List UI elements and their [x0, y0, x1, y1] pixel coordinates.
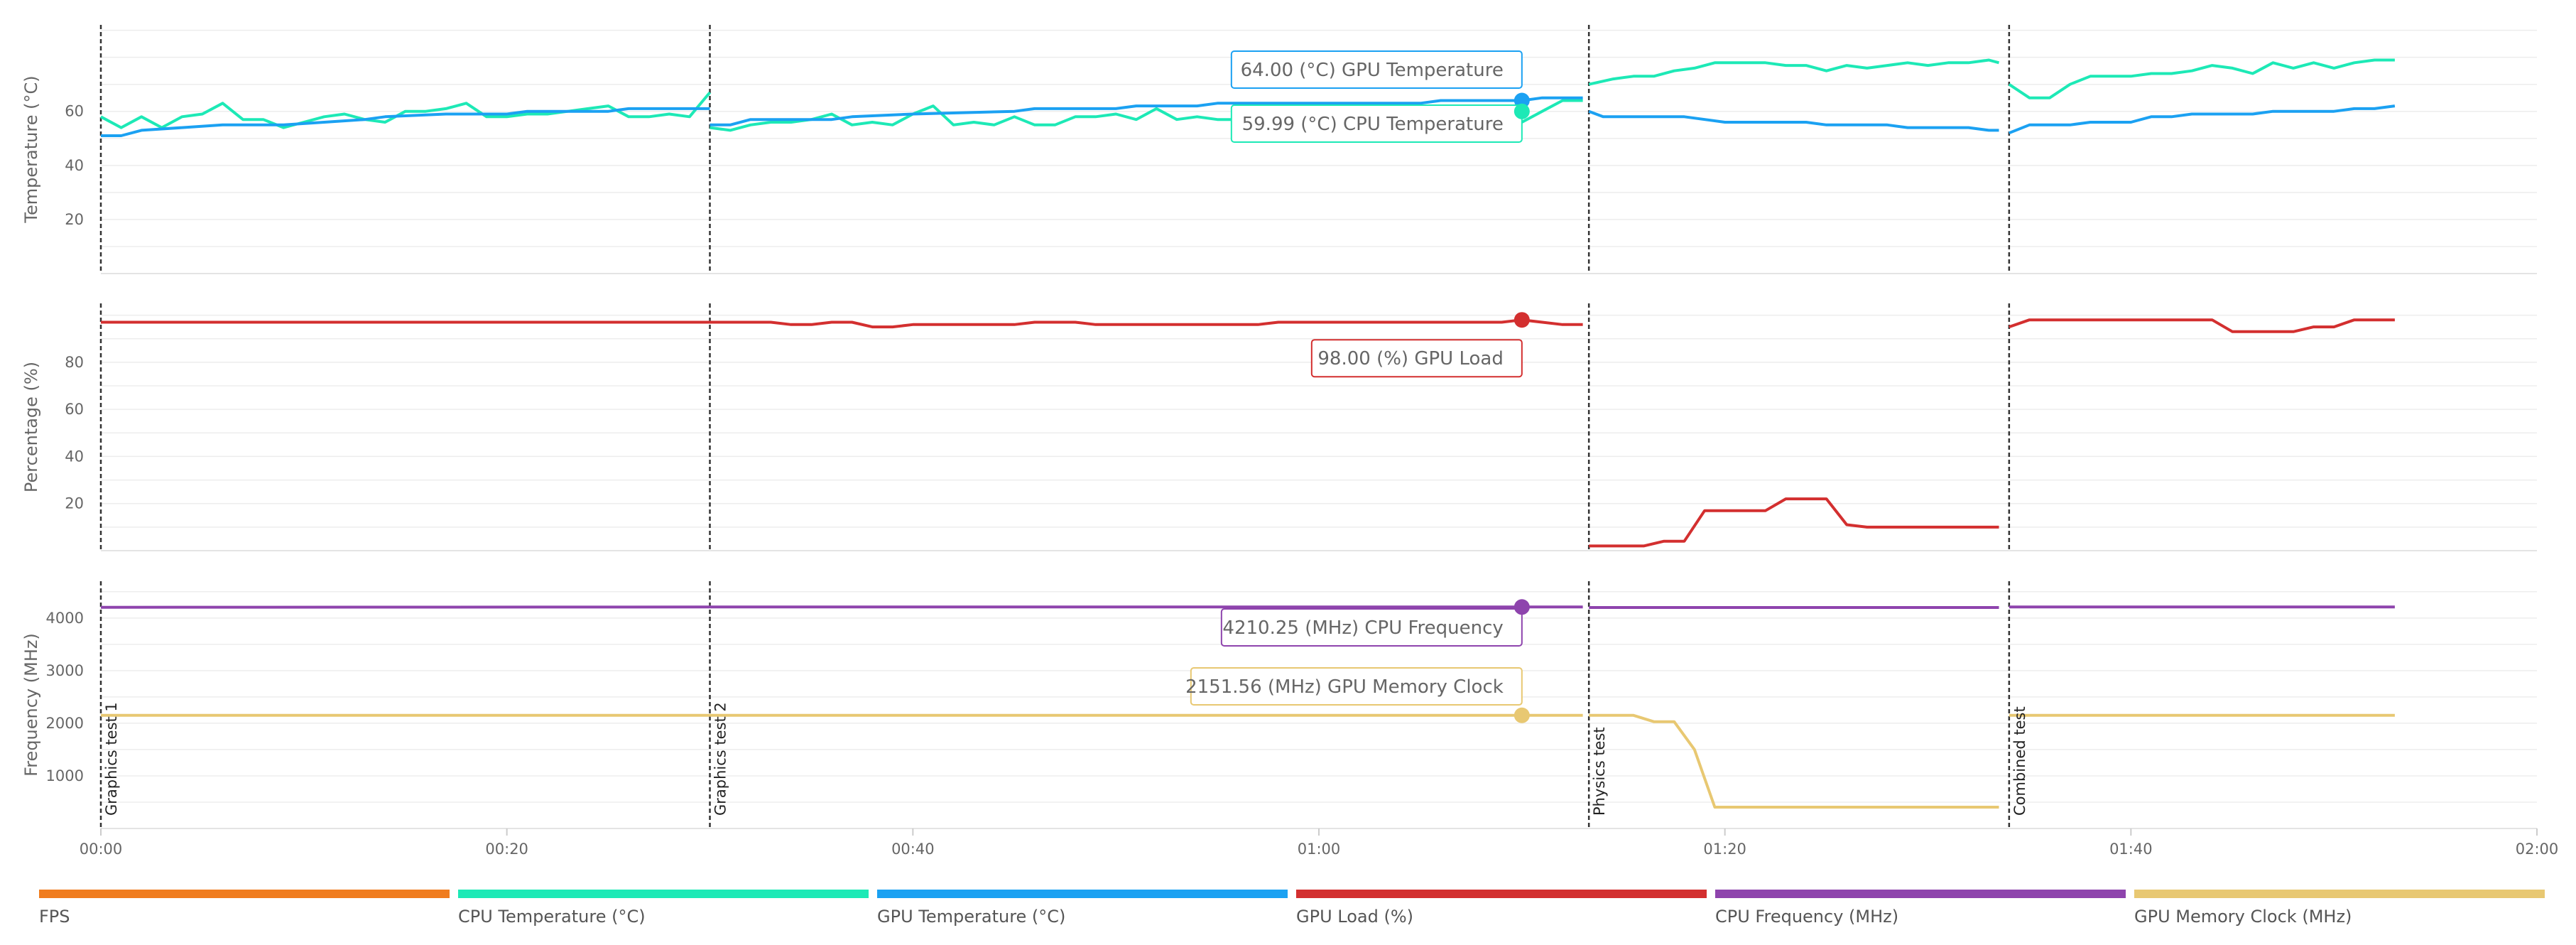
legend-item[interactable]: GPU Temperature (°C)	[877, 890, 1288, 932]
x-axis: 00:00 00:20 00:40 01:00 01:20 01:40 02:00	[80, 828, 2559, 858]
tooltip-marker	[1513, 312, 1530, 328]
legend-label: GPU Memory Clock (MHz)	[2134, 907, 2352, 927]
x-tick-label: 00:40	[891, 841, 935, 858]
segment-label: Graphics test 2	[712, 702, 729, 816]
y-tick-label: 4000	[46, 610, 84, 627]
legend-swatch	[39, 890, 450, 898]
x-tick-label: 00:20	[485, 841, 528, 858]
tooltip: 64.00 (°C) GPU Temperature	[1230, 50, 1530, 109]
legend-swatch	[458, 890, 869, 898]
x-tick-label: 01:00	[1298, 841, 1341, 858]
legend-item[interactable]: FPS	[39, 890, 450, 932]
series-line	[2009, 104, 2396, 135]
legend-label: FPS	[39, 907, 70, 927]
legend-swatch	[877, 890, 1288, 898]
tooltip-marker	[1513, 103, 1530, 119]
legend-item[interactable]: GPU Memory Clock (MHz)	[2134, 890, 2545, 932]
legend-label: CPU Temperature (°C)	[458, 907, 646, 927]
tooltip-label: 4210.25 (MHz) CPU Frequency	[1222, 617, 1503, 639]
x-tick-label: 01:20	[1703, 841, 1746, 858]
x-tick-label: 01:40	[2109, 841, 2153, 858]
tooltip-label: 98.00 (%) GPU Load	[1317, 348, 1503, 369]
tooltip-box	[1310, 339, 1523, 378]
y-tick-label: 1000	[46, 767, 84, 784]
legend: FPS CPU Temperature (°C) GPU Temperature (…	[39, 890, 2553, 932]
tooltip-box	[1190, 667, 1523, 706]
y-tick-label: 2000	[46, 715, 84, 732]
series-line	[2009, 318, 2395, 333]
segment-label: Graphics test 1	[103, 702, 120, 816]
y-tick-label: 60	[65, 401, 84, 418]
series-line	[101, 107, 710, 137]
series-line	[2008, 58, 2395, 99]
legend-label: CPU Frequency (MHz)	[1715, 907, 1899, 927]
tooltip: 59.99 (°C) CPU Temperature	[1230, 103, 1530, 143]
panel-frequency: 1000 2000 3000 4000 Frequency (MHz) 4210.25 (…	[21, 581, 2537, 829]
legend-swatch	[1715, 890, 2126, 898]
tooltip: 2151.56 (MHz) GPU Memory Clock	[1185, 667, 1530, 723]
y-tick-label: 40	[65, 448, 84, 465]
tooltip-label: 2151.56 (MHz) GPU Memory Clock	[1185, 676, 1504, 698]
y-tick-label: 80	[65, 354, 84, 371]
tooltip-label: 64.00 (°C) GPU Temperature	[1241, 60, 1504, 81]
tooltip-label: 59.99 (°C) CPU Temperature	[1242, 114, 1504, 135]
legend-label: GPU Load (%)	[1296, 907, 1413, 927]
segment-label: Physics test	[1591, 727, 1608, 816]
legend-item[interactable]: GPU Load (%)	[1296, 890, 1707, 932]
segment-label: Combined test	[2011, 706, 2028, 816]
legend-item[interactable]: CPU Temperature (°C)	[458, 890, 869, 932]
tooltip-box	[1220, 608, 1523, 647]
x-tick-label: 02:00	[2516, 841, 2559, 858]
x-tick-label: 00:00	[80, 841, 123, 858]
tooltip-marker	[1513, 707, 1530, 723]
y-tick-label: 20	[65, 495, 84, 512]
y-axis-label: Frequency (MHz)	[21, 633, 41, 777]
y-tick-label: 20	[65, 211, 84, 228]
tooltip-box	[1230, 104, 1523, 143]
y-axis-label: Percentage (%)	[21, 362, 41, 492]
y-tick-label: 60	[65, 103, 84, 120]
series-line	[100, 91, 712, 129]
tooltip-box	[1230, 50, 1523, 89]
legend-swatch	[1296, 890, 1707, 898]
series-line	[710, 318, 1583, 329]
series-line	[1589, 497, 1999, 548]
legend-item[interactable]: CPU Frequency (MHz)	[1715, 890, 2126, 932]
legend-label: GPU Temperature (°C)	[877, 907, 1066, 927]
series-line	[710, 96, 1583, 126]
y-tick-label: 40	[65, 157, 84, 174]
tooltip: 4210.25 (MHz) CPU Frequency	[1220, 599, 1530, 647]
tooltip: 98.00 (%) GPU Load	[1310, 312, 1530, 378]
panel-percentage: 20 40 60 80 Percentage (%) 98.00 (%) GPU Load	[21, 303, 2537, 551]
series-line	[1588, 109, 1999, 132]
series-line	[1589, 713, 1999, 809]
panel-temperature: 20 40 60 Temperature (°C) 64.00 (°C) GPU Tem…	[21, 25, 2537, 274]
series-line	[1588, 58, 2000, 86]
y-axis-label: Temperature (°C)	[21, 75, 41, 223]
legend-swatch	[2134, 890, 2545, 898]
tooltip-marker	[1513, 599, 1530, 615]
y-tick-label: 3000	[46, 662, 84, 679]
